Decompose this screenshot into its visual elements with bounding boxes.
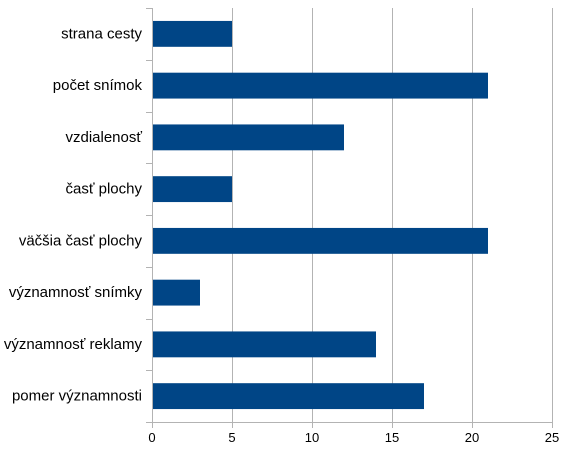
category-label: pomer významnosti: [12, 388, 142, 405]
bar: [152, 331, 376, 358]
bar: [152, 227, 488, 254]
axes: [146, 8, 553, 428]
category-label: významnosť snímky: [9, 284, 143, 301]
bars: [152, 20, 488, 410]
x-tick-label: 0: [148, 430, 155, 445]
x-tick-label: 25: [545, 430, 559, 445]
x-tick-label: 20: [465, 430, 479, 445]
bar: [152, 279, 200, 306]
bar: [152, 72, 488, 99]
tick-labels: 0 5 10 15 20 25: [148, 430, 559, 445]
category-label: strana cesty: [61, 25, 142, 42]
x-tick-label: 5: [228, 430, 235, 445]
bar: [152, 383, 424, 410]
bar: [152, 176, 232, 203]
category-label: počet snímok: [53, 77, 143, 94]
category-label: významnosť reklamy: [4, 336, 143, 353]
category-label: väčšia časť plochy: [19, 232, 143, 249]
gridlines: [232, 8, 553, 422]
x-tick-label: 10: [305, 430, 319, 445]
bar: [152, 124, 344, 151]
x-tick-label: 15: [385, 430, 399, 445]
category-label: časť plochy: [66, 181, 143, 198]
category-labels: strana cesty počet snímok vzdialenosť časť …: [4, 25, 143, 404]
bar: [152, 20, 232, 47]
category-label: vzdialenosť: [65, 129, 142, 146]
